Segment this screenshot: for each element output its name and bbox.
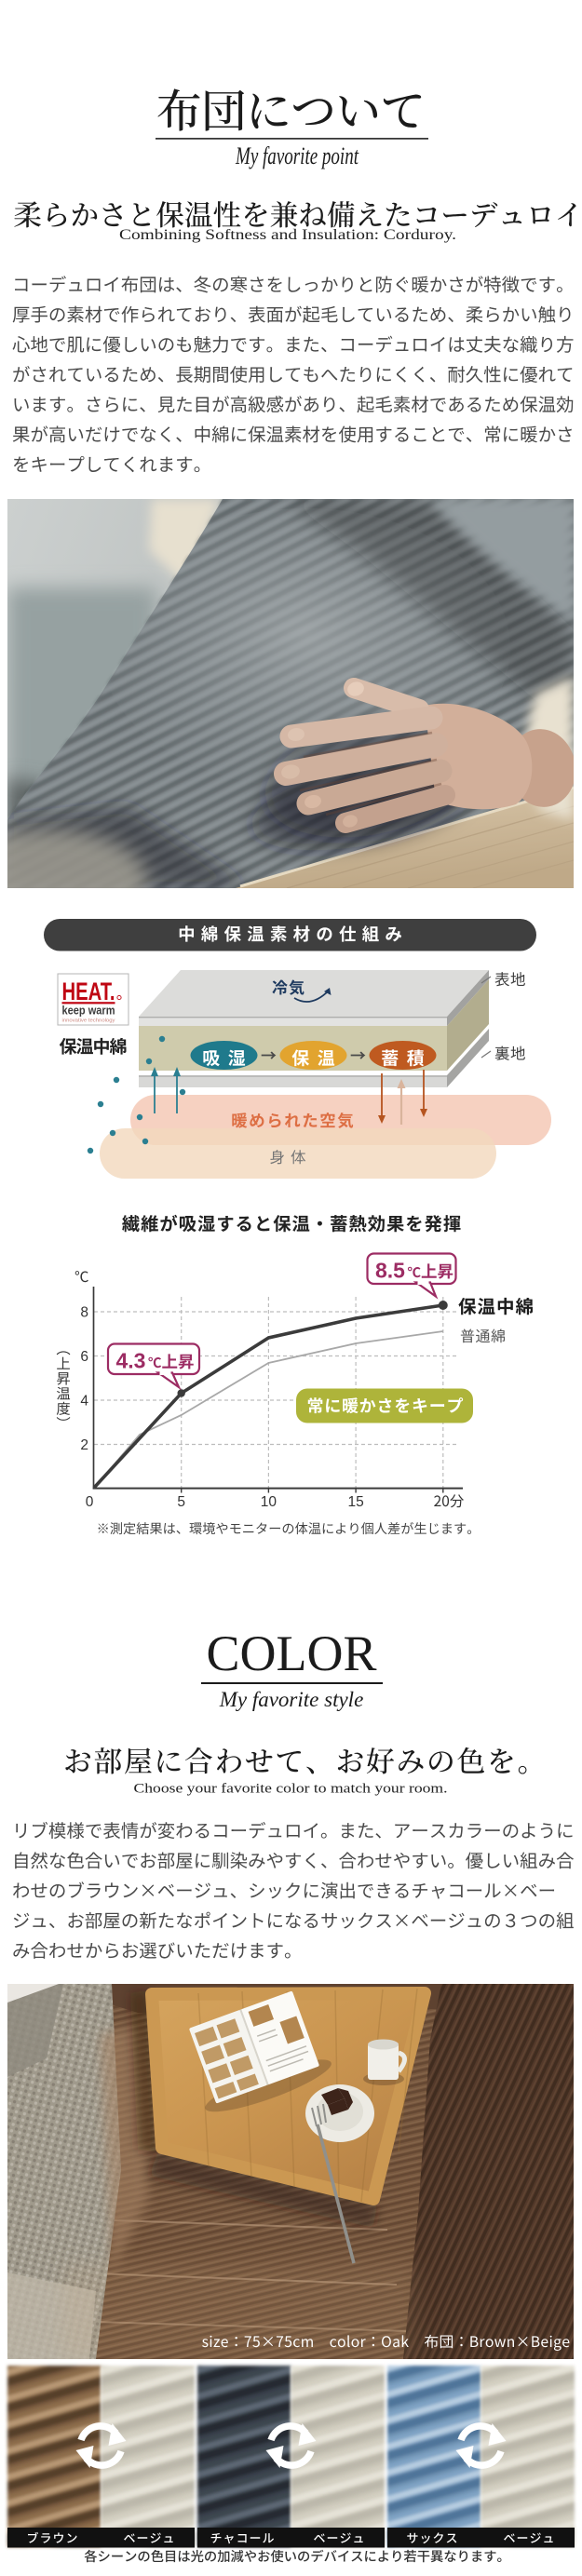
svg-text:10: 10 [261, 1494, 277, 1510]
svg-text:keep warm: keep warm [62, 1005, 115, 1018]
svg-text:6: 6 [80, 1349, 88, 1365]
svg-text:2: 2 [80, 1437, 88, 1453]
svg-text:5: 5 [177, 1494, 185, 1510]
svg-text:4.3: 4.3 [116, 1349, 146, 1373]
svg-text:8: 8 [80, 1305, 88, 1321]
svg-text:0: 0 [86, 1494, 94, 1510]
svg-text:HEAT.: HEAT. [62, 978, 115, 1005]
svg-text:Combining Softness and Insulat: Combining Softness and Insulation: Cordu… [119, 227, 456, 243]
svg-text:My favorite style: My favorite style [219, 1688, 364, 1711]
svg-text:My favorite point: My favorite point [235, 142, 359, 169]
svg-text:4: 4 [80, 1394, 88, 1409]
svg-text:COLOR: COLOR [206, 1625, 376, 1681]
svg-text:8.5: 8.5 [375, 1259, 405, 1283]
svg-text:Choose your favorite color to: Choose your favorite color to match your… [134, 1782, 448, 1797]
svg-text:15: 15 [347, 1494, 363, 1510]
svg-text:innovative technology: innovative technology [62, 1018, 115, 1024]
